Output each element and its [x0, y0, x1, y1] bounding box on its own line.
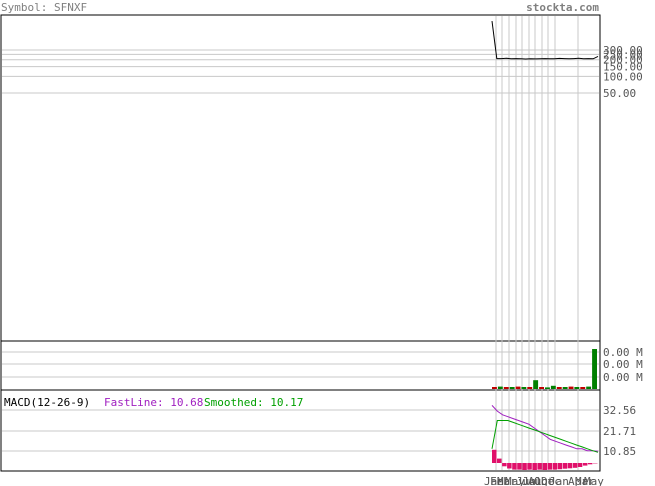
price-tick-label: 150.00: [603, 61, 643, 74]
price-panel: [0, 14, 601, 342]
volume-bar: [521, 387, 527, 389]
volume-bar: [580, 387, 586, 389]
x-tick-label: Jan: [549, 475, 569, 486]
x-tick-label: Oct: [534, 475, 554, 486]
x-tick-label: May: [505, 475, 525, 486]
volume-tick-label: 0.00 M: [603, 358, 643, 371]
macd-histogram-bar: [582, 463, 588, 466]
volume-bar: [586, 386, 592, 389]
x-tick-label: Apr: [568, 475, 588, 486]
volume-bar: [574, 387, 580, 389]
site-label: stockta.com: [526, 1, 599, 14]
macd-tick-label: 10.85: [603, 445, 636, 458]
volume-bar: [533, 380, 539, 389]
volume-bar: [568, 386, 574, 389]
price-tick-label: 250.00: [603, 48, 643, 61]
macd-legend-fast: FastLine: 10.68: [104, 396, 203, 409]
macd-histogram-bar: [557, 463, 563, 470]
volume-bar: [592, 349, 597, 389]
macd-histogram-bar: [517, 463, 522, 470]
macd-legend-title: MACD(12-26-9): [4, 396, 90, 409]
x-tick-label: Jan: [484, 475, 504, 486]
grid-layer: [2, 16, 599, 470]
volume-bar: [550, 385, 556, 389]
volume-layer: [492, 349, 597, 389]
macd-histogram-bar: [567, 463, 573, 469]
price-layer: [491, 21, 599, 60]
volume-bar: [492, 387, 497, 389]
macd-histogram-bar: [542, 463, 547, 470]
volume-bar: [545, 387, 550, 389]
volume-bar: [515, 386, 521, 389]
macd-fast-line: [491, 405, 599, 452]
volume-bar: [509, 387, 515, 389]
macd-histogram-bar: [522, 463, 527, 470]
price-tick-label: 300.00: [603, 44, 643, 57]
symbol-label: Symbol: SFNXF: [1, 1, 87, 14]
x-tick-label: Dec: [541, 475, 561, 486]
price-tick-label: 200.00: [603, 54, 643, 67]
macd-histogram-bar: [497, 458, 502, 463]
price-line: [491, 21, 599, 60]
macd-histogram-bar: [492, 449, 497, 463]
macd-smoothed-line: [491, 420, 599, 453]
macd-histogram-bar: [537, 463, 542, 470]
x-tick-label: Aug: [528, 475, 548, 486]
volume-tick-label: 0.00 M: [603, 346, 643, 359]
macd-tick-label: 21.71: [603, 425, 636, 438]
x-tick-label: Mar: [575, 475, 595, 486]
x-tick-label: Jul: [522, 475, 542, 486]
macd-histogram-bar: [547, 463, 552, 470]
x-tick-label: Jun: [516, 475, 536, 486]
macd-histogram-bar: [532, 463, 537, 470]
macd-histogram-bar: [527, 463, 532, 470]
volume-panel: [0, 340, 601, 391]
macd-histogram-bar: [502, 463, 507, 467]
macd-histogram-bar: [562, 463, 568, 469]
price-tick-label: 100.00: [603, 70, 643, 83]
volume-tick-label: 0.00 M: [603, 371, 643, 384]
macd-histogram-bar: [572, 463, 578, 468]
volume-bar: [527, 387, 533, 389]
x-tick-label: Mar: [497, 475, 517, 486]
x-tick-label: May: [584, 475, 604, 486]
macd-histogram-bar: [552, 463, 558, 470]
price-tick-label: 50.00: [603, 87, 636, 100]
volume-bar: [503, 387, 509, 389]
volume-bar: [556, 387, 562, 389]
macd-histogram-bar: [577, 463, 583, 467]
macd-histogram-bar: [512, 463, 517, 470]
macd-legend-smoothed: Smoothed: 10.17: [204, 396, 303, 409]
macd-layer: [491, 405, 599, 470]
x-tick-label: Feb: [490, 475, 510, 486]
macd-histogram-bar: [507, 463, 512, 469]
volume-bar: [562, 387, 568, 389]
macd-tick-label: 32.56: [603, 404, 636, 417]
volume-bar: [539, 387, 544, 389]
volume-bar: [497, 386, 503, 389]
macd-histogram-bar: [587, 463, 593, 465]
